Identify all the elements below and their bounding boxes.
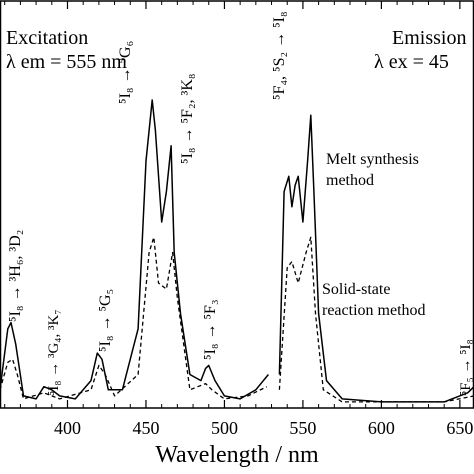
annotation: ⁵I₈ → ⁵G₆ [117,41,134,104]
x-tick-label: 650 [446,418,473,438]
x-tick-label: 400 [54,418,81,438]
annotation: ⁵F₅ → ⁵I₈ [458,339,474,396]
annotation: ⁵I₈ → ⁵G₅ [97,289,114,352]
annotation: Solid-state [322,281,390,298]
x-tick-label: 450 [132,418,159,438]
x-axis-label: Wavelength / nm [155,442,319,468]
annotation: Emission [392,27,466,49]
series-line [0,236,474,403]
annotation: Melt synthesis [326,151,419,168]
annotation: ⁵I₈ → ³H₆, ³D₂ [7,230,24,322]
annotation: ⁵I₈ → ⁵F₂, ³K₈ [179,74,196,164]
x-tick-label: 500 [211,418,238,438]
x-tick-label: 600 [368,418,395,438]
annotation: method [326,172,374,189]
annotation: reaction method [322,302,426,319]
x-tick-label: 550 [289,418,316,438]
annotation: Excitation [6,27,88,49]
annotation: λ em = 555 nm [6,51,127,73]
series-line [0,99,474,403]
annotation: ⁵I₈ → ³G₄, ³K₇ [46,309,62,396]
annotation: ⁵I₈ → ⁵F₃ [202,299,219,360]
annotation: λ ex = 45 [374,51,449,73]
annotation: ⁵F₄, ⁵S₂ → ⁵I₈ [271,11,288,100]
